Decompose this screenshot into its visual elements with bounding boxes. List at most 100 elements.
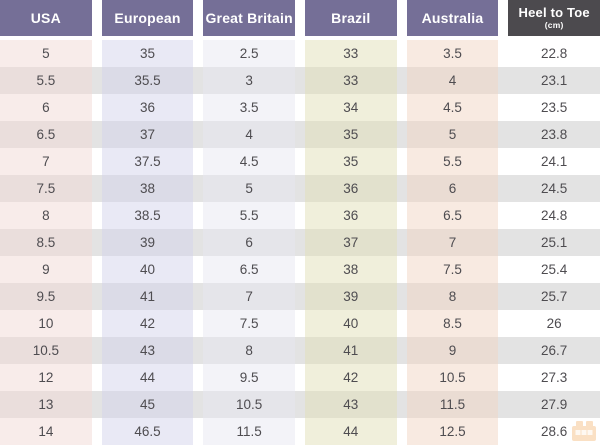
table-cell-great-britain: 8 xyxy=(203,337,295,364)
table-cell-australia: 8 xyxy=(406,283,499,310)
table-cell-heel-to-toe: 23.8 xyxy=(541,127,568,142)
column-header-usa: USA xyxy=(0,0,92,36)
table-cell-heel-to-toe: 25.1 xyxy=(541,235,568,250)
table-row: 6 36 3.5 34 4.5 23.5 xyxy=(0,94,600,121)
table-row: 8.5 39 6 37 7 25.1 xyxy=(0,229,600,256)
table-cell-great-britain: 11.5 xyxy=(203,418,295,445)
table-cell-usa: 7.5 xyxy=(0,175,92,202)
table-cell-great-britain: 6.5 xyxy=(203,256,295,283)
table-cell-european: 40 xyxy=(101,256,194,283)
table-cell-usa: 5.5 xyxy=(0,67,92,94)
table-row: 10 42 7.5 40 8.5 26 xyxy=(0,310,600,337)
table-cell-australia: 5.5 xyxy=(406,148,499,175)
table-cell-great-britain: 10.5 xyxy=(203,391,295,418)
table-cell-australia: 5 xyxy=(406,121,499,148)
table-cell-european: 45 xyxy=(101,391,194,418)
table-cell-great-britain: 2.5 xyxy=(203,40,295,67)
table-cell-usa: 12 xyxy=(0,364,92,391)
table-cell-brazil: 38 xyxy=(304,256,397,283)
table-cell-australia: 12.5 xyxy=(406,418,499,445)
table-cell-brazil: 41 xyxy=(304,337,397,364)
table-cell-european: 42 xyxy=(101,310,194,337)
column-header-australia: Australia xyxy=(406,0,499,36)
table-cell-australia: 6.5 xyxy=(406,202,499,229)
table-cell-great-britain: 6 xyxy=(203,229,295,256)
table-header-row: USA European Great Britain Brazil Austra… xyxy=(0,0,600,36)
column-header-heel-to-toe: Heel to Toe (cm) xyxy=(508,0,600,36)
table-cell-usa: 7 xyxy=(0,148,92,175)
table-row: 5 35 2.5 33 3.5 22.8 xyxy=(0,40,600,67)
table-cell-heel-to-toe: 26.7 xyxy=(541,343,568,358)
table-cell-heel-to-toe: 24.8 xyxy=(541,208,568,223)
table-cell-australia: 9 xyxy=(406,337,499,364)
table-cell-usa: 13 xyxy=(0,391,92,418)
table-cell-heel-to-toe: 22.8 xyxy=(541,46,568,61)
table-cell-australia: 7.5 xyxy=(406,256,499,283)
table-cell-heel-to-toe: 23.5 xyxy=(541,100,568,115)
table-cell-european: 35 xyxy=(101,40,194,67)
table-cell-brazil: 35 xyxy=(304,148,397,175)
column-header-label: Great Britain xyxy=(205,9,293,26)
table-cell-usa: 14 xyxy=(0,418,92,445)
table-cell-great-britain: 4 xyxy=(203,121,295,148)
table-cell-usa: 8.5 xyxy=(0,229,92,256)
table-cell-usa: 10.5 xyxy=(0,337,92,364)
table-row: 6.5 37 4 35 5 23.8 xyxy=(0,121,600,148)
table-cell-brazil: 44 xyxy=(304,418,397,445)
table-cell-heel-to-toe: 24.5 xyxy=(541,181,568,196)
table-cell-great-britain: 3.5 xyxy=(203,94,295,121)
table-cell-great-britain: 3 xyxy=(203,67,295,94)
table-cell-brazil: 40 xyxy=(304,310,397,337)
table-cell-australia: 3.5 xyxy=(406,40,499,67)
table-cell-usa: 8 xyxy=(0,202,92,229)
column-header-great-britain: Great Britain xyxy=(203,0,295,36)
column-header-unit-label: (cm) xyxy=(544,19,564,30)
table-cell-usa: 6 xyxy=(0,94,92,121)
column-header-label: Australia xyxy=(421,9,484,26)
table-row: 9.5 41 7 39 8 25.7 xyxy=(0,283,600,310)
table-cell-european: 36 xyxy=(101,94,194,121)
table-cell-heel-to-toe: 25.7 xyxy=(541,289,568,304)
table-cell-european: 44 xyxy=(101,364,194,391)
table-cell-great-britain: 5.5 xyxy=(203,202,295,229)
table-row: 14 46.5 11.5 44 12.5 28.6 xyxy=(0,418,600,445)
table-cell-european: 39 xyxy=(101,229,194,256)
table-row: 10.5 43 8 41 9 26.7 xyxy=(0,337,600,364)
table-row: 9 40 6.5 38 7.5 25.4 xyxy=(0,256,600,283)
table-cell-great-britain: 4.5 xyxy=(203,148,295,175)
table-cell-heel-to-toe: 27.9 xyxy=(541,397,568,412)
table-cell-european: 41 xyxy=(101,283,194,310)
column-header-european: European xyxy=(101,0,194,36)
table-cell-great-britain: 5 xyxy=(203,175,295,202)
column-header-label: Heel to Toe xyxy=(518,5,590,21)
table-cell-european: 38 xyxy=(101,175,194,202)
table-cell-australia: 10.5 xyxy=(406,364,499,391)
table-cell-brazil: 37 xyxy=(304,229,397,256)
table-cell-usa: 9.5 xyxy=(0,283,92,310)
table-cell-australia: 4 xyxy=(406,67,499,94)
table-cell-european: 43 xyxy=(101,337,194,364)
table-row: 13 45 10.5 43 11.5 27.9 xyxy=(0,391,600,418)
table-cell-great-britain: 7.5 xyxy=(203,310,295,337)
table-cell-brazil: 33 xyxy=(304,67,397,94)
table-body: 5 35 2.5 33 3.5 22.8 5.5 35.5 3 33 4 23.… xyxy=(0,40,600,445)
table-row: 12 44 9.5 42 10.5 27.3 xyxy=(0,364,600,391)
table-cell-european: 37 xyxy=(101,121,194,148)
table-cell-european: 37.5 xyxy=(101,148,194,175)
table-cell-brazil: 36 xyxy=(304,202,397,229)
table-cell-european: 46.5 xyxy=(101,418,194,445)
column-header-brazil: Brazil xyxy=(304,0,397,36)
table-cell-european: 38.5 xyxy=(101,202,194,229)
table-cell-usa: 9 xyxy=(0,256,92,283)
table-row: 7.5 38 5 36 6 24.5 xyxy=(0,175,600,202)
table-cell-european: 35.5 xyxy=(101,67,194,94)
table-cell-heel-to-toe: 24.1 xyxy=(541,154,568,169)
column-header-label: USA xyxy=(30,9,61,26)
table-row: 7 37.5 4.5 35 5.5 24.1 xyxy=(0,148,600,175)
table-cell-australia: 8.5 xyxy=(406,310,499,337)
table-cell-brazil: 39 xyxy=(304,283,397,310)
table-cell-brazil: 35 xyxy=(304,121,397,148)
table-cell-brazil: 42 xyxy=(304,364,397,391)
table-cell-brazil: 34 xyxy=(304,94,397,121)
